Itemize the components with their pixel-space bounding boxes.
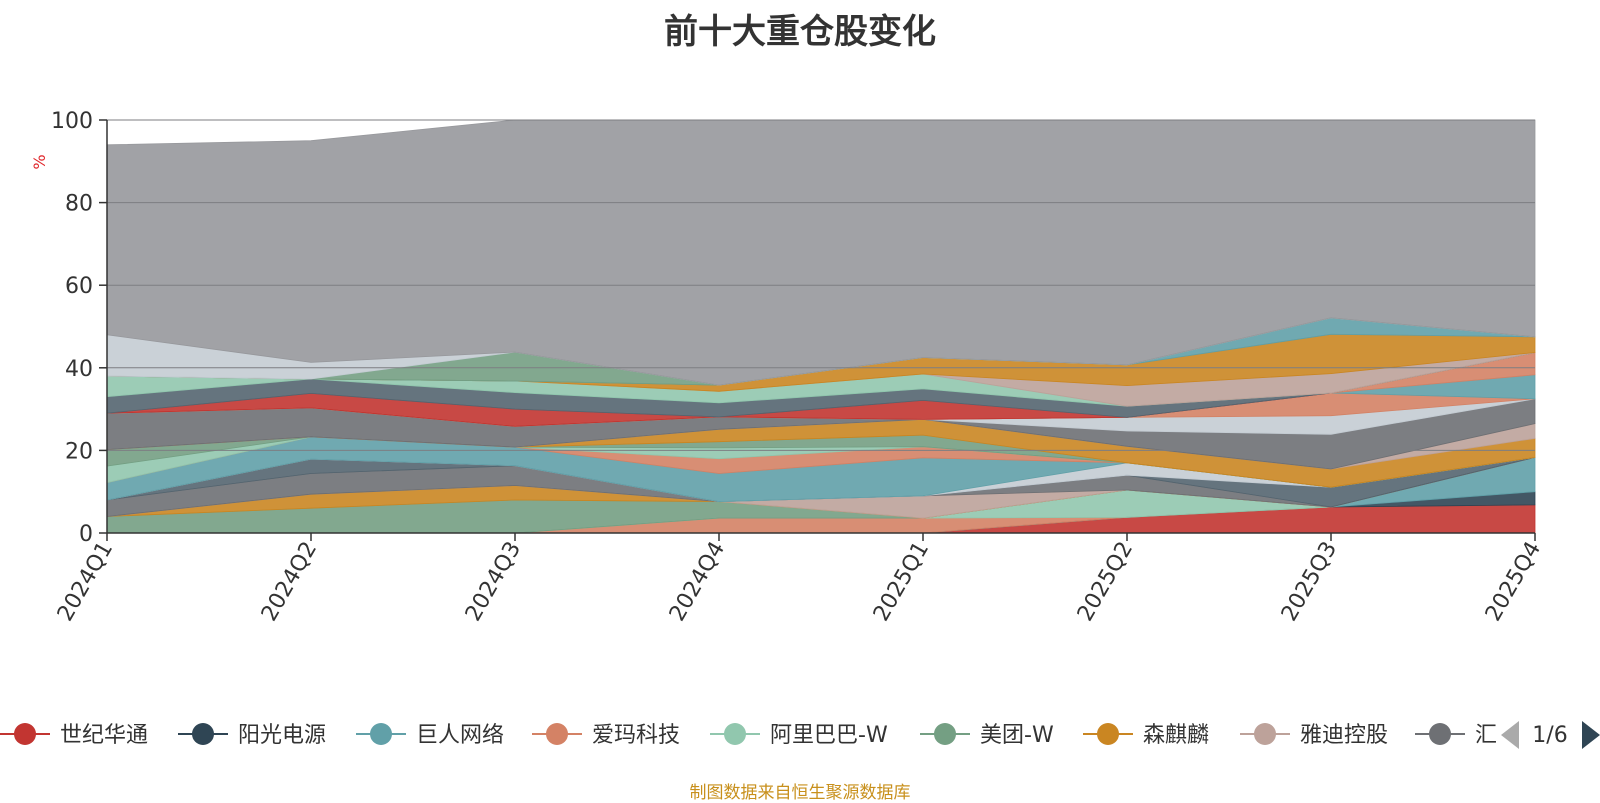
- legend-label: 阿里巴巴-W: [770, 723, 888, 748]
- source-note: 制图数据来自恒生聚源数据库: [689, 783, 911, 803]
- legend-item-8[interactable]: 雅迪控股: [1240, 723, 1388, 748]
- legend-circle-icon: [546, 723, 568, 745]
- legend-circle-icon: [1097, 723, 1119, 745]
- legend-pager: 1/6: [1501, 721, 1600, 749]
- legend-item-7[interactable]: 森麒麟: [1083, 723, 1209, 748]
- legend-item-5[interactable]: 阿里巴巴-W: [710, 723, 888, 748]
- legend-label: 巨人网络: [416, 723, 504, 748]
- x-tick-label: 2024Q2: [257, 538, 322, 626]
- legend[interactable]: 世纪华通 阳光电源 巨人网络 爱玛科技 阿里巴巴-W 美团-W 森麒麟 雅迪控股 汇: [0, 723, 1497, 748]
- y-axis-ticks: 0 20 40 60 80 100: [51, 109, 107, 547]
- x-tick-label: 2024Q4: [665, 538, 730, 626]
- y-axis-label: %: [30, 154, 49, 169]
- chart-title: 前十大重仓股变化: [664, 12, 936, 52]
- legend-label: 阳光电源: [238, 723, 326, 748]
- legend-item-9[interactable]: 汇: [1415, 723, 1497, 748]
- y-tick-label: 20: [65, 439, 93, 464]
- prev-page-icon[interactable]: [1501, 721, 1519, 749]
- legend-item-3[interactable]: 巨人网络: [356, 723, 504, 748]
- plot-areas: [106, 119, 1536, 534]
- y-tick-label: 80: [65, 192, 93, 217]
- y-tick-label: 100: [51, 109, 93, 134]
- legend-item-1[interactable]: 世纪华通: [0, 723, 148, 748]
- legend-item-6[interactable]: 美团-W: [920, 723, 1054, 748]
- legend-item-2[interactable]: 阳光电源: [178, 723, 326, 748]
- legend-circle-icon: [370, 723, 392, 745]
- x-axis-ticks: 2024Q1 2024Q2 2024Q3 2024Q4 2025Q1 2025Q2 2025…: [53, 533, 1546, 626]
- x-tick-label: 2025Q4: [1481, 538, 1546, 626]
- legend-circle-icon: [1254, 723, 1276, 745]
- y-tick-label: 40: [65, 357, 93, 382]
- next-page-icon[interactable]: [1582, 721, 1600, 749]
- legend-label: 美团-W: [980, 723, 1054, 748]
- legend-label: 森麒麟: [1143, 723, 1209, 748]
- axes: [106, 120, 1535, 534]
- legend-label: 世纪华通: [60, 723, 148, 748]
- legend-circle-icon: [934, 723, 956, 745]
- x-tick-label: 2025Q2: [1073, 538, 1138, 626]
- legend-circle-icon: [1429, 723, 1451, 745]
- legend-circle-icon: [724, 723, 746, 745]
- legend-label: 汇: [1475, 723, 1497, 748]
- y-tick-label: 0: [79, 522, 93, 547]
- legend-page-indicator: 1/6: [1532, 723, 1567, 748]
- x-tick-label: 2024Q3: [461, 538, 526, 626]
- legend-circle-icon: [192, 723, 214, 745]
- x-tick-label: 2025Q1: [869, 538, 934, 626]
- grid-lines: [107, 119, 1535, 451]
- legend-label: 雅迪控股: [1300, 723, 1388, 748]
- legend-item-4[interactable]: 爱玛科技: [532, 723, 680, 748]
- x-tick-label: 2025Q3: [1277, 538, 1342, 626]
- legend-circle-icon: [14, 723, 36, 745]
- legend-label: 爱玛科技: [592, 723, 680, 748]
- y-tick-label: 60: [65, 274, 93, 299]
- x-tick-label: 2024Q1: [53, 538, 118, 626]
